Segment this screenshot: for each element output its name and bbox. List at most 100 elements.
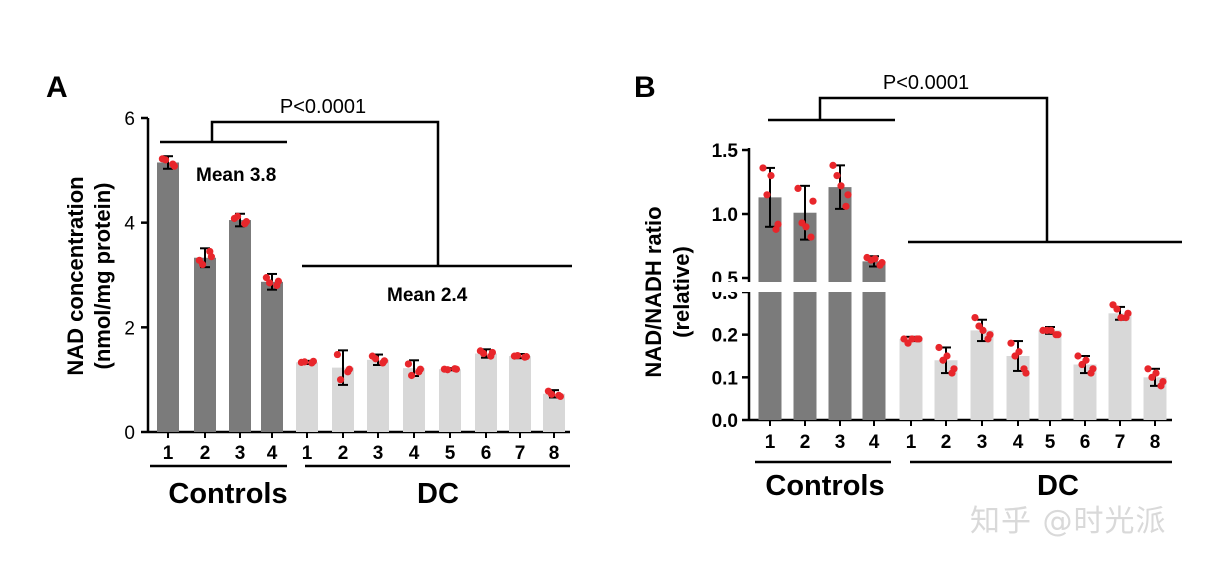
panel-a-bracket-path — [210, 120, 440, 266]
panel-a-ytick-label: 0 — [124, 423, 135, 444]
panel-b-xtick-label: 1 — [765, 432, 776, 453]
panel-a-point — [262, 274, 270, 282]
panel-b-point — [794, 184, 802, 192]
panel-a-xtick-label: 2 — [200, 443, 211, 464]
panel-b-ytick-label: 0.2 — [712, 326, 738, 347]
panel-b-bar — [1073, 364, 1097, 420]
panel-a-xtick-label: 4 — [409, 443, 420, 464]
panel-a-bar — [403, 368, 425, 432]
panel-a-ytick-label: 2 — [124, 318, 135, 339]
panel-b-bar — [970, 330, 994, 420]
panel-b-point — [759, 164, 767, 172]
panel-b-point — [1074, 352, 1082, 360]
panel-a-bar — [543, 393, 565, 432]
panel-a-point — [404, 360, 412, 368]
panel-b-point — [971, 314, 979, 322]
panel-a-pvalue: P<0.0001 — [280, 96, 366, 118]
panel-b-bar — [758, 197, 782, 420]
panel-a-point — [242, 218, 250, 226]
panel-a-ytick-label: 6 — [124, 109, 135, 130]
panel-b-bar — [793, 212, 817, 420]
panel-a-bar — [475, 353, 497, 432]
watermark-text: 知乎 @时光派 — [970, 504, 1167, 539]
panel-b-xtick-label: 4 — [1013, 432, 1024, 453]
panel-b-point — [1117, 314, 1125, 322]
panel-a-dc-mean-label: Mean 2.4 — [387, 285, 468, 306]
panel-a-point — [333, 350, 341, 359]
panel-b-bar — [899, 338, 923, 420]
panel-b-point — [767, 172, 775, 180]
panel-a-xtick-label: 2 — [338, 443, 349, 464]
panel-b-significance-bracket — [768, 96, 1182, 244]
panel-b-points — [759, 161, 1167, 390]
panel-b-bar — [1108, 313, 1132, 420]
panel-a-bar — [261, 281, 283, 432]
panel-b-axis-break-gap — [700, 282, 900, 292]
panel-b-controls-label: Controls — [765, 470, 884, 502]
panel-b-point — [1007, 339, 1015, 347]
panel-b-xtick-label: 1 — [906, 432, 917, 453]
panel-a-xtick-label: 4 — [267, 443, 278, 464]
panel-a-point — [548, 390, 556, 398]
panel-b-point — [1054, 331, 1062, 339]
panel-a-point — [444, 366, 452, 374]
panel-b-ytick-label: 1.0 — [712, 205, 738, 226]
panel-b-pvalue: P<0.0001 — [883, 72, 969, 94]
panel-a-xtick-label: 3 — [235, 443, 246, 464]
panel-b-dc-label: DC — [1037, 470, 1079, 502]
panel-b-point — [986, 331, 994, 339]
panel-b-point — [915, 335, 923, 343]
panel-a-point — [345, 365, 353, 373]
panel-b-point — [844, 191, 852, 199]
panel-a-point — [522, 353, 531, 361]
panel-a-point — [416, 365, 424, 373]
panel-b-bars — [758, 187, 1167, 420]
panel-b-ylabel-line2: (relative) — [669, 246, 694, 338]
panel-b-ytick-label: 0.0 — [712, 411, 738, 432]
panel-b-xtick-label: 7 — [1115, 432, 1126, 453]
panel-a-dc-label: DC — [417, 478, 459, 510]
panel-a-xtick-label: 5 — [445, 443, 456, 464]
panel-a-xtick-label: 1 — [163, 443, 174, 464]
panel-a-controls-mean-label: Mean 3.8 — [196, 165, 276, 186]
panel-a-bar — [439, 369, 461, 432]
panel-b-xtick-label: 4 — [869, 432, 880, 453]
panel-b-label: B — [634, 71, 656, 104]
panel-b-point — [1144, 365, 1152, 373]
panel-a-point — [274, 277, 282, 285]
panel-b-bar — [1038, 330, 1062, 420]
panel-b-point — [802, 223, 810, 231]
panel-a-point — [337, 376, 345, 384]
panel-b-y-axis-title: NAD/NADH ratio (relative) — [641, 206, 694, 377]
panel-a-bars — [157, 155, 565, 432]
panel-a-significance-bracket — [160, 120, 572, 268]
panel-b-xtick-label: 8 — [1150, 432, 1161, 453]
panel-b-point — [1152, 369, 1160, 377]
panel-a-point — [556, 392, 565, 401]
panel-b-point — [908, 335, 916, 343]
panel-a-xtick-label: 7 — [515, 443, 526, 464]
panel-b-point — [935, 343, 943, 352]
panel-a-xtick-label: 3 — [373, 443, 384, 464]
panel-b-point — [1113, 305, 1121, 313]
panel-a-y-axis-title: NAD concentration (nmol/mg protein) — [63, 176, 115, 375]
panel-a-point — [408, 371, 416, 380]
panel-b-point — [807, 233, 815, 241]
panel-a-bar — [157, 162, 179, 432]
panel-a-ylabel-line2: (nmol/mg protein) — [90, 183, 115, 370]
panel-b-point — [837, 182, 845, 190]
panel-b-bracket-path — [818, 96, 1049, 242]
panel-a-point — [234, 212, 242, 220]
panel-a: A NAD concentration (nmol/mg protein) 0 2… — [46, 71, 572, 510]
panel-b-point — [1124, 309, 1132, 317]
panel-a-point — [162, 156, 170, 164]
panel-a-bar — [509, 356, 531, 432]
panel-a-xtick-label: 1 — [302, 443, 313, 464]
panel-b-point — [1089, 365, 1097, 373]
panel-b-xtick-label: 2 — [941, 432, 952, 453]
panel-a-point — [380, 357, 388, 365]
panel-b-point — [829, 161, 837, 169]
panel-b-point — [878, 259, 886, 267]
panel-a-bar — [367, 359, 389, 432]
